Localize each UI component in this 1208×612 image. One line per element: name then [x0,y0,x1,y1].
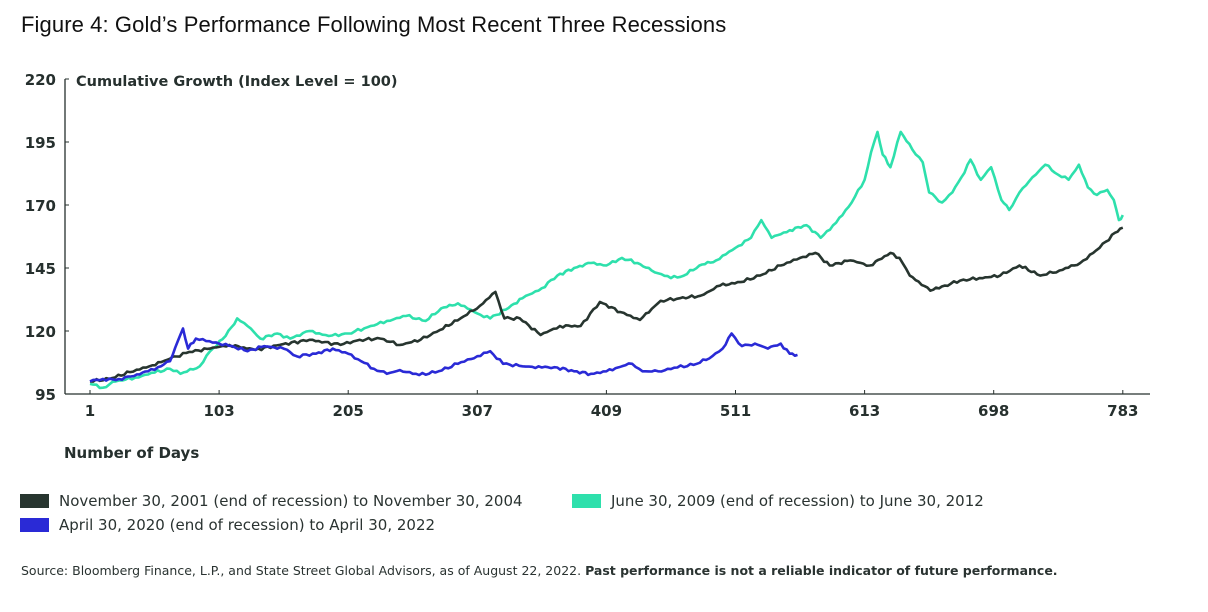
y-tick-label: 195 [25,134,56,152]
x-tick-label: 1 [85,402,95,420]
disclaimer-text: Past performance is not a reliable indic… [585,563,1058,578]
y-axis-title: Cumulative Growth (Index Level = 100) [76,74,398,90]
x-tick-label: 205 [333,402,364,420]
x-tick-label: 698 [978,402,1009,420]
legend-swatch-2001 [20,494,49,508]
legend-label-2020: April 30, 2020 (end of recession) to Apr… [59,516,436,534]
legend-swatch-2020 [20,518,49,532]
y-tick-label: 220 [25,71,56,89]
source-note: Source: Bloomberg Finance, L.P., and Sta… [21,563,1058,578]
axes: 95 120 145 170 195 220 1 103 205 307 409 511 613 698 7… [25,71,1150,420]
y-tick-label: 170 [25,197,56,215]
series-line-0 [89,226,1124,383]
legend-label-2001: November 30, 2001 (end of recession) to … [59,492,523,510]
series-line-1 [89,130,1124,390]
legend-item-2020: April 30, 2020 (end of recession) to Apr… [20,516,435,534]
legend-swatch-2009 [572,494,601,508]
x-tick-label: 307 [462,402,493,420]
legend-item-2001: November 30, 2001 (end of recession) to … [20,492,523,510]
x-tick-label: 613 [849,402,880,420]
series-lines [89,130,1124,390]
x-tick-label: 511 [720,402,751,420]
x-tick-label: 783 [1107,402,1138,420]
legend-label-2009: June 30, 2009 (end of recession) to June… [611,492,984,510]
x-tick-label: 103 [203,402,234,420]
y-tick-label: 145 [25,260,56,278]
legend-item-2009: June 30, 2009 (end of recession) to June… [572,492,984,510]
chart-title: Figure 4: Gold’s Performance Following M… [21,12,727,37]
source-text: Source: Bloomberg Finance, L.P., and Sta… [21,563,586,578]
series-line-2 [89,327,798,383]
x-tick-label: 409 [591,402,622,420]
y-tick-label: 95 [35,386,56,404]
x-axis-title: Number of Days [64,444,200,462]
y-tick-label: 120 [25,323,56,341]
